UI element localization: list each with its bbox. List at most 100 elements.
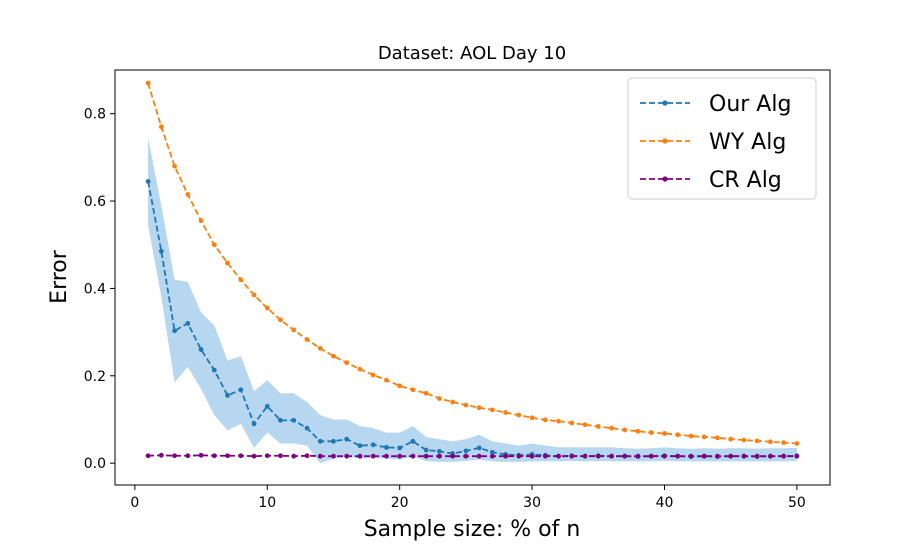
- legend: Our Alg WY Alg CR Alg: [627, 77, 817, 200]
- wy-alg-point: [331, 353, 336, 359]
- wy-alg-point: [609, 425, 614, 431]
- our-alg-point: [384, 445, 389, 450]
- plot-area: [145, 80, 800, 464]
- cr-alg-point: [317, 453, 323, 459]
- cr-alg-point: [344, 453, 350, 459]
- legend-our-alg-label: Our Alg: [709, 92, 791, 117]
- x-axis-label: Sample size: % of n: [364, 517, 581, 542]
- wy-alg-point: [648, 430, 654, 435]
- cr-alg-point: [595, 453, 601, 459]
- wy-alg-point: [754, 438, 760, 444]
- cr-alg-point: [304, 453, 310, 459]
- our-alg-point: [238, 387, 244, 393]
- wy-alg-point: [198, 218, 204, 224]
- wy-alg-point: [384, 377, 389, 383]
- our-alg-point: [370, 442, 376, 448]
- wy-alg-point: [768, 439, 773, 445]
- wy-alg-point: [701, 434, 707, 440]
- cr-alg-point: [569, 453, 575, 459]
- cr-alg-point: [158, 452, 164, 458]
- cr-alg-point: [476, 453, 482, 459]
- y-tick-label: 0.4: [84, 281, 106, 297]
- wy-alg-point: [463, 402, 469, 408]
- cr-alg-point: [635, 453, 641, 459]
- cr-alg-point: [781, 453, 787, 459]
- cr-alg-point: [423, 453, 429, 459]
- x-tick-label: 40: [656, 495, 674, 511]
- y-tick-label: 0.0: [84, 456, 106, 472]
- legend-cr-alg-marker: [662, 176, 668, 182]
- our-alg-point: [251, 421, 257, 427]
- our-alg-point: [145, 178, 151, 184]
- cr-alg-point: [264, 453, 270, 459]
- cr-alg-point: [145, 453, 151, 459]
- cr-alg-point: [609, 453, 614, 459]
- legend-wy-alg-label: WY Alg: [709, 130, 786, 155]
- wy-alg-point: [688, 433, 694, 439]
- axes-frame: [114, 69, 831, 486]
- wy-alg-point: [344, 360, 350, 366]
- cr-alg-point: [238, 453, 244, 459]
- our-alg-point: [410, 438, 416, 444]
- wy-alg-point: [264, 305, 270, 311]
- our-alg-point: [437, 448, 442, 454]
- legend-box: [627, 77, 817, 200]
- cr-alg-point: [331, 453, 336, 459]
- y-axis-ticks: 0.0 0.2 0.4 0.6 0.8: [84, 107, 115, 472]
- our-alg-point: [304, 425, 310, 431]
- legend-our-alg-marker: [662, 100, 668, 106]
- wy-alg-point: [278, 317, 283, 323]
- cr-alg-point: [172, 453, 177, 459]
- series-points: [145, 80, 800, 460]
- wy-alg-point: [158, 124, 164, 130]
- wy-alg-point: [622, 427, 628, 433]
- x-tick-label: 20: [391, 495, 409, 511]
- our-alg-point: [264, 403, 270, 409]
- our-alg-point: [291, 417, 297, 423]
- cr-alg-point: [251, 453, 257, 459]
- y-tick-label: 0.6: [84, 194, 106, 210]
- cr-alg-point: [516, 453, 522, 459]
- wy-alg-point: [185, 192, 191, 197]
- cr-alg-point: [211, 453, 217, 459]
- wy-alg-point: [503, 410, 508, 415]
- our-alg-point: [489, 449, 495, 455]
- cr-alg-point: [450, 453, 456, 459]
- wy-alg-point: [251, 292, 257, 298]
- wy-alg-point: [529, 415, 535, 421]
- our-alg-point: [278, 417, 283, 423]
- our-alg-point: [423, 447, 429, 453]
- cr-alg-point: [225, 453, 230, 459]
- wy-alg-point: [410, 387, 416, 393]
- wy-alg-point: [291, 327, 297, 333]
- cr-alg-point: [701, 453, 707, 459]
- cr-alg-point: [768, 453, 773, 459]
- cr-alg-point: [291, 453, 297, 459]
- y-axis-label: Error: [47, 249, 72, 304]
- legend-items: Our Alg WY Alg CR Alg: [640, 92, 791, 193]
- cr-alg-point: [648, 453, 654, 459]
- our-alg-point: [357, 443, 363, 449]
- wy-alg-point: [397, 383, 403, 389]
- x-axis-ticks: 0 10 20 30 40 50: [130, 485, 806, 511]
- wy-alg-point: [582, 422, 588, 428]
- wy-alg-point: [145, 80, 151, 86]
- x-tick-label: 10: [258, 495, 276, 511]
- y-tick-label: 0.8: [84, 107, 106, 123]
- cr-alg-point: [437, 453, 442, 459]
- our-alg-point: [185, 320, 191, 326]
- cr-alg-point: [542, 453, 548, 459]
- cr-alg-point: [529, 453, 535, 459]
- wy-alg-point: [595, 424, 601, 429]
- wy-alg-point: [357, 366, 363, 372]
- cr-alg-point: [463, 453, 469, 459]
- wy-alg-point: [450, 399, 456, 405]
- cr-alg-point: [582, 453, 588, 459]
- wy-alg-point: [715, 435, 720, 441]
- legend-cr-alg-label: CR Alg: [709, 168, 782, 193]
- cr-alg-point: [198, 452, 204, 458]
- our-alg-point: [172, 328, 177, 334]
- wy-alg-point: [370, 372, 376, 378]
- cr-alg-point: [741, 453, 747, 459]
- wy-alg-point: [542, 417, 548, 423]
